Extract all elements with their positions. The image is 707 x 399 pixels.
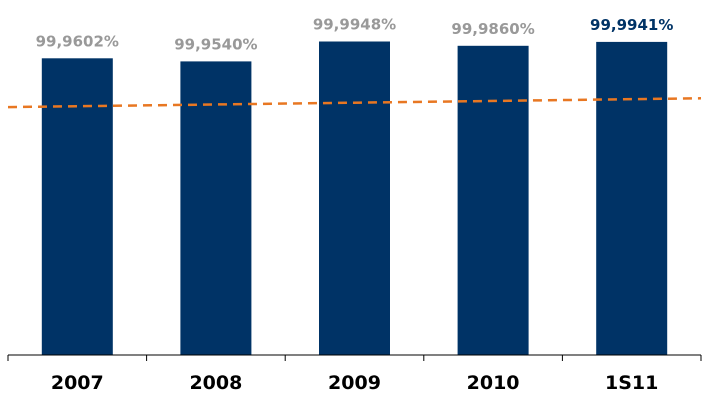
value-label-2010: 99,9860% <box>451 20 534 38</box>
value-label-1S11: 99,9941% <box>590 16 673 34</box>
x-tick-label-2007: 2007 <box>51 372 104 394</box>
bar-1S11 <box>596 41 668 356</box>
x-axis <box>7 354 702 361</box>
bar-2007 <box>41 58 113 356</box>
x-tick-label-2009: 2009 <box>328 372 381 394</box>
x-tick-labels-group: 2007 2008 2009 2010 1S11 <box>51 372 659 394</box>
x-tick-label-1S11: 1S11 <box>605 372 658 394</box>
reference-line <box>7 97 702 109</box>
value-labels-group: 99,9602% 99,9540% 99,9948% 99,9860% 99,9941% <box>36 16 674 54</box>
bars-group <box>41 41 668 356</box>
x-tick-label-2008: 2008 <box>189 372 242 394</box>
value-label-2009: 99,9948% <box>313 16 396 34</box>
value-label-2008: 99,9540% <box>174 35 257 53</box>
bar-2010 <box>457 45 529 356</box>
bar-2008 <box>180 61 252 356</box>
value-label-2007: 99,9602% <box>36 32 119 50</box>
reference-line-group <box>7 97 702 109</box>
bar-2009 <box>319 41 390 355</box>
x-tick-label-2010: 2010 <box>467 372 520 394</box>
